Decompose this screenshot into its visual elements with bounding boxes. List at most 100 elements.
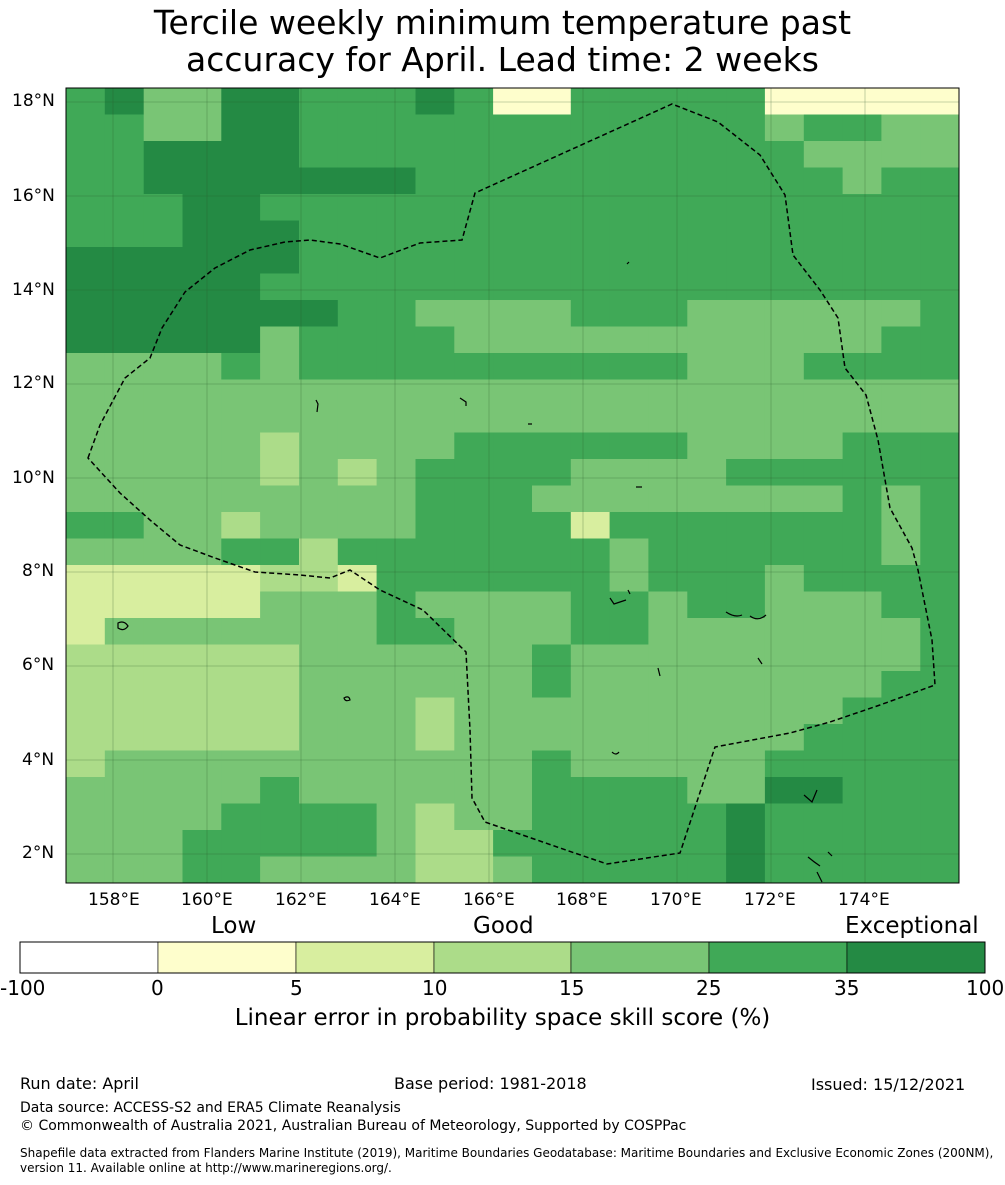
skill-cell xyxy=(143,167,184,195)
skill-cell xyxy=(182,750,222,778)
colorbar-tick: 10 xyxy=(422,976,448,1000)
skill-cell xyxy=(143,485,184,513)
skill-cell xyxy=(182,114,222,142)
skill-cell xyxy=(415,591,455,619)
skill-cell xyxy=(532,379,572,407)
skill-cell xyxy=(299,300,339,328)
skill-cell xyxy=(570,300,611,328)
skill-cell xyxy=(803,750,844,778)
skill-cell xyxy=(570,167,611,195)
skill-cell xyxy=(570,220,611,248)
skill-cell xyxy=(803,300,844,328)
skill-cell xyxy=(687,326,727,354)
skill-cell xyxy=(454,538,494,566)
skill-cell xyxy=(687,618,727,646)
lon-tick-label: 166°E xyxy=(463,890,515,910)
skill-cell xyxy=(842,512,882,540)
skill-cell xyxy=(648,167,688,195)
skill-cell xyxy=(299,724,339,752)
base-period: Base period: 1981-2018 xyxy=(394,1074,587,1093)
skill-cell xyxy=(609,512,649,540)
skill-cell xyxy=(493,167,533,195)
skill-cell xyxy=(764,220,805,248)
skill-cell xyxy=(376,432,416,460)
skill-cell xyxy=(726,724,766,752)
skill-cell xyxy=(532,432,572,460)
skill-cell xyxy=(299,777,339,805)
skill-cell xyxy=(920,803,959,831)
skill-cell xyxy=(842,618,882,646)
skill-cell xyxy=(376,459,416,487)
skill-cell xyxy=(376,300,416,328)
skill-cell xyxy=(881,830,921,858)
skill-cell xyxy=(143,220,184,248)
skill-cell xyxy=(221,406,261,434)
lon-tick-label: 158°E xyxy=(88,890,140,910)
skill-cell xyxy=(687,88,727,116)
run-date: Run date: April xyxy=(20,1074,139,1093)
skill-cell xyxy=(415,856,455,883)
colorbar-segment xyxy=(295,941,435,974)
skill-cell xyxy=(881,618,921,646)
skill-cell xyxy=(609,856,649,883)
skill-cell xyxy=(726,538,766,566)
skill-cell xyxy=(609,406,649,434)
skill-cell xyxy=(337,194,378,222)
skill-cell xyxy=(842,220,882,248)
skill-cell xyxy=(299,167,339,195)
skill-cell xyxy=(299,379,339,407)
skill-cell xyxy=(493,803,533,831)
skill-cell xyxy=(648,697,688,725)
skill-cell xyxy=(337,644,378,672)
skill-cell xyxy=(532,671,572,699)
skill-cell xyxy=(842,591,882,619)
skill-cell xyxy=(493,220,533,248)
skill-cell xyxy=(687,459,727,487)
skill-cell xyxy=(66,671,106,699)
skill-cell xyxy=(764,406,805,434)
skill-cell xyxy=(803,618,844,646)
skill-cell xyxy=(104,538,145,566)
skill-cell xyxy=(337,220,378,248)
skill-cell xyxy=(726,247,766,275)
skill-cell xyxy=(842,671,882,699)
skill-cell xyxy=(299,644,339,672)
skill-cell xyxy=(920,459,959,487)
skill-cell xyxy=(182,353,222,381)
skill-cell xyxy=(66,803,106,831)
skill-cell xyxy=(648,247,688,275)
skill-cell xyxy=(299,88,339,116)
skill-cell xyxy=(143,459,184,487)
skill-cell xyxy=(104,644,145,672)
skill-cell xyxy=(376,856,416,883)
skill-cell xyxy=(104,194,145,222)
skill-cell xyxy=(493,459,533,487)
skill-cell xyxy=(337,697,378,725)
skill-cell xyxy=(803,803,844,831)
skill-cell xyxy=(532,485,572,513)
skill-cell xyxy=(570,724,611,752)
skill-cell xyxy=(143,141,184,169)
skill-cell xyxy=(221,194,261,222)
skill-cell xyxy=(260,379,300,407)
skill-cell xyxy=(337,406,378,434)
skill-cell xyxy=(66,326,106,354)
skill-cell xyxy=(415,114,455,142)
skill-cell xyxy=(687,300,727,328)
skill-cell xyxy=(920,114,959,142)
skill-cell xyxy=(493,618,533,646)
skill-cell xyxy=(337,830,378,858)
skill-cell xyxy=(570,432,611,460)
lat-tick-label: 18°N xyxy=(12,91,55,111)
skill-cell xyxy=(726,485,766,513)
skill-cell xyxy=(376,141,416,169)
skill-cell xyxy=(570,538,611,566)
skill-cell xyxy=(803,353,844,381)
skill-cell xyxy=(260,618,300,646)
skill-cell xyxy=(609,194,649,222)
skill-cell xyxy=(764,353,805,381)
skill-cell xyxy=(299,803,339,831)
skill-cell xyxy=(609,591,649,619)
skill-cell xyxy=(764,803,805,831)
colorbar xyxy=(19,941,986,974)
